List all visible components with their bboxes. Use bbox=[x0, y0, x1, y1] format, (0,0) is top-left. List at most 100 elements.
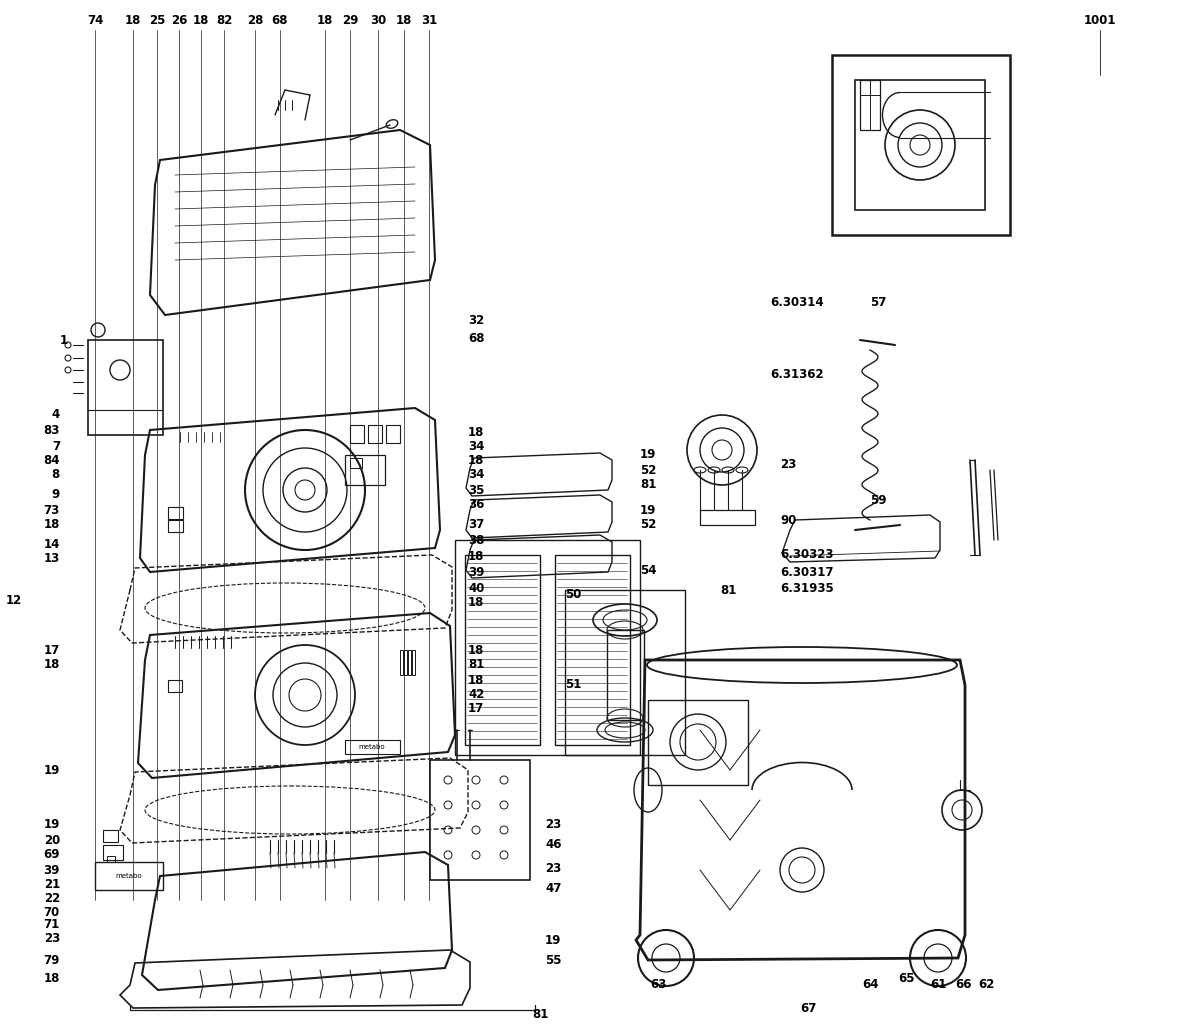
Text: 68: 68 bbox=[468, 332, 484, 344]
Bar bbox=[345, 740, 400, 754]
Text: 18: 18 bbox=[43, 972, 60, 984]
Text: 18: 18 bbox=[468, 674, 484, 686]
Text: 66: 66 bbox=[955, 979, 972, 991]
Text: 34: 34 bbox=[468, 440, 484, 454]
Text: 62: 62 bbox=[978, 979, 994, 991]
Bar bbox=[409, 650, 411, 675]
Text: 13: 13 bbox=[44, 552, 60, 564]
Text: 74: 74 bbox=[86, 13, 103, 27]
Bar bbox=[565, 590, 685, 755]
Text: 51: 51 bbox=[565, 679, 581, 691]
Text: 47: 47 bbox=[545, 882, 562, 895]
Text: 64: 64 bbox=[863, 979, 878, 991]
Text: 6.31935: 6.31935 bbox=[780, 582, 834, 595]
Text: 23: 23 bbox=[44, 932, 60, 944]
Bar bbox=[87, 340, 163, 435]
Text: 61: 61 bbox=[930, 979, 946, 991]
Text: 65: 65 bbox=[898, 972, 914, 984]
Text: 34: 34 bbox=[468, 469, 484, 481]
Bar bbox=[855, 80, 985, 210]
Text: 81: 81 bbox=[532, 1009, 549, 1022]
Text: 31: 31 bbox=[420, 13, 437, 27]
Text: 55: 55 bbox=[545, 953, 562, 967]
Text: 21: 21 bbox=[44, 879, 60, 892]
Text: 54: 54 bbox=[640, 563, 657, 577]
Text: 70: 70 bbox=[44, 905, 60, 919]
Text: 23: 23 bbox=[780, 459, 797, 471]
Text: 37: 37 bbox=[468, 518, 484, 531]
Text: 12: 12 bbox=[6, 594, 22, 606]
Text: 7: 7 bbox=[52, 439, 60, 453]
Text: 20: 20 bbox=[44, 834, 60, 847]
Text: 23: 23 bbox=[545, 861, 561, 874]
Text: 29: 29 bbox=[341, 13, 358, 27]
Text: 18: 18 bbox=[395, 13, 412, 27]
Text: 8: 8 bbox=[52, 469, 60, 481]
Text: 1001: 1001 bbox=[1084, 13, 1117, 27]
Text: 6.30317: 6.30317 bbox=[780, 565, 834, 579]
Text: 67: 67 bbox=[800, 1001, 816, 1015]
Text: 18: 18 bbox=[468, 455, 484, 468]
Text: 57: 57 bbox=[870, 296, 887, 308]
Bar bbox=[412, 650, 415, 675]
Text: 42: 42 bbox=[468, 687, 484, 700]
Text: 68: 68 bbox=[272, 13, 289, 27]
Text: 84: 84 bbox=[43, 454, 60, 467]
Text: 52: 52 bbox=[640, 518, 657, 531]
Text: 22: 22 bbox=[44, 892, 60, 904]
Bar bbox=[95, 862, 163, 890]
Text: 18: 18 bbox=[468, 643, 484, 656]
Text: 19: 19 bbox=[640, 449, 657, 462]
Text: 17: 17 bbox=[44, 643, 60, 656]
Bar bbox=[860, 80, 881, 130]
Text: 6.31362: 6.31362 bbox=[770, 369, 824, 382]
Bar bbox=[168, 507, 183, 519]
Text: 9: 9 bbox=[52, 488, 60, 502]
Text: 73: 73 bbox=[44, 504, 60, 516]
Text: 52: 52 bbox=[640, 464, 657, 476]
Bar bbox=[386, 425, 400, 443]
Bar bbox=[455, 540, 640, 755]
Text: 18: 18 bbox=[193, 13, 210, 27]
Text: 82: 82 bbox=[216, 13, 232, 27]
Text: 30: 30 bbox=[370, 13, 386, 27]
Bar bbox=[430, 760, 530, 880]
Text: 18: 18 bbox=[316, 13, 333, 27]
Text: 26: 26 bbox=[171, 13, 187, 27]
Text: 83: 83 bbox=[43, 424, 60, 436]
Text: 35: 35 bbox=[468, 483, 484, 497]
Text: 1: 1 bbox=[60, 334, 68, 346]
Text: 81: 81 bbox=[468, 658, 484, 672]
Text: 19: 19 bbox=[640, 504, 657, 516]
Text: 32: 32 bbox=[468, 313, 484, 327]
Text: 50: 50 bbox=[565, 589, 581, 601]
Text: 18: 18 bbox=[468, 550, 484, 562]
Text: 81: 81 bbox=[720, 584, 737, 597]
Text: 17: 17 bbox=[468, 701, 484, 715]
Text: 79: 79 bbox=[43, 953, 60, 967]
Text: 18: 18 bbox=[43, 658, 60, 672]
Text: 40: 40 bbox=[468, 582, 484, 595]
Bar bbox=[350, 458, 362, 468]
Text: 81: 81 bbox=[640, 478, 657, 492]
Bar bbox=[168, 680, 182, 692]
Bar bbox=[107, 856, 115, 862]
Bar bbox=[168, 520, 183, 532]
Bar bbox=[607, 630, 645, 720]
Bar bbox=[368, 425, 382, 443]
Text: 38: 38 bbox=[468, 534, 484, 547]
Text: 19: 19 bbox=[43, 818, 60, 831]
Text: 19: 19 bbox=[43, 764, 60, 776]
Text: 71: 71 bbox=[44, 919, 60, 932]
Bar bbox=[404, 650, 407, 675]
Bar bbox=[103, 845, 123, 860]
Text: 39: 39 bbox=[43, 863, 60, 877]
Bar bbox=[400, 650, 403, 675]
Bar bbox=[700, 510, 755, 525]
Text: 36: 36 bbox=[468, 499, 484, 512]
Text: 69: 69 bbox=[43, 849, 60, 861]
Text: 4: 4 bbox=[52, 409, 60, 422]
Text: 59: 59 bbox=[870, 494, 887, 507]
Bar bbox=[103, 830, 117, 842]
Text: 14: 14 bbox=[43, 539, 60, 552]
